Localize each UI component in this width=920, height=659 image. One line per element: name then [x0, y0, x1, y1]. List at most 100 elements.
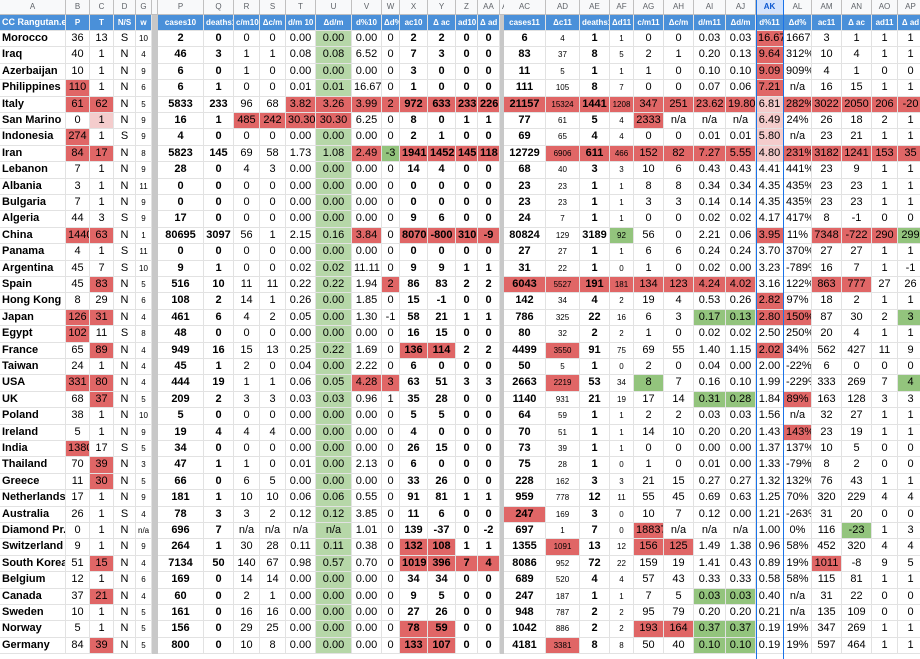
field-header-28[interactable]: Δd%: [784, 15, 812, 31]
cell-r29-c27[interactable]: 1.21: [756, 506, 784, 523]
cell-r9-c24[interactable]: 8: [664, 178, 694, 195]
cell-r37-c6[interactable]: 800: [158, 637, 204, 655]
cell-r25-c24[interactable]: 0: [664, 441, 694, 458]
cell-r30-c18[interactable]: [500, 523, 504, 540]
cell-r9-c26[interactable]: 0.34: [726, 178, 756, 195]
cell-r0-c21[interactable]: 1: [580, 31, 610, 48]
cell-r27-c16[interactable]: 0: [456, 473, 478, 491]
cell-r34-c18[interactable]: [500, 588, 504, 605]
cell-r7-c12[interactable]: 2.49: [352, 145, 382, 163]
cell-r5-c3[interactable]: N: [114, 113, 136, 130]
country-cell[interactable]: UK: [0, 391, 66, 409]
cell-r31-c5[interactable]: [152, 539, 158, 556]
cell-r25-c2[interactable]: 17: [90, 441, 114, 458]
cell-r20-c28[interactable]: -22%: [784, 359, 812, 376]
cell-r36-c14[interactable]: 78: [400, 621, 428, 638]
cell-r4-c31[interactable]: 206: [872, 96, 898, 113]
cell-r15-c19[interactable]: 6043: [504, 277, 546, 294]
country-cell[interactable]: Greece: [0, 473, 66, 491]
cell-r12-c13[interactable]: 0: [382, 227, 400, 245]
cell-r30-c12[interactable]: 1.01: [352, 523, 382, 540]
cell-r14-c9[interactable]: 0: [260, 260, 286, 277]
cell-r25-c32[interactable]: 0: [898, 441, 920, 458]
cell-r36-c22[interactable]: 2: [610, 621, 634, 638]
cell-r12-c16[interactable]: 310: [456, 227, 478, 245]
cell-r3-c18[interactable]: [500, 80, 504, 97]
cell-r26-c1[interactable]: 70: [66, 457, 90, 474]
cell-r25-c27[interactable]: 1.37: [756, 441, 784, 458]
cell-r12-c10[interactable]: 2.15: [286, 227, 316, 245]
cell-r27-c1[interactable]: 11: [66, 473, 90, 491]
cell-r19-c19[interactable]: 4499: [504, 342, 546, 359]
cell-r2-c13[interactable]: 0: [382, 63, 400, 81]
cell-r36-c13[interactable]: 0: [382, 621, 400, 638]
cell-r10-c4[interactable]: 9: [136, 195, 152, 212]
cell-r31-c25[interactable]: 1.49: [694, 539, 726, 556]
cell-r30-c3[interactable]: N: [114, 523, 136, 540]
column-header-U[interactable]: U: [316, 0, 352, 15]
cell-r24-c29[interactable]: 23: [812, 424, 842, 441]
cell-r31-c23[interactable]: 156: [634, 539, 664, 556]
cell-r30-c13[interactable]: 0: [382, 523, 400, 540]
cell-r17-c6[interactable]: 461: [158, 309, 204, 327]
cell-r35-c4[interactable]: 5: [136, 605, 152, 622]
cell-r33-c29[interactable]: 115: [812, 572, 842, 589]
cell-r2-c29[interactable]: 4: [812, 63, 842, 81]
column-header-AE[interactable]: AE: [580, 0, 610, 15]
cell-r5-c29[interactable]: 26: [812, 113, 842, 130]
cell-r37-c31[interactable]: 1: [872, 637, 898, 655]
cell-r33-c15[interactable]: 34: [428, 572, 456, 589]
cell-r15-c23[interactable]: 134: [634, 277, 664, 294]
cell-r5-c28[interactable]: 24%: [784, 113, 812, 130]
cell-r1-c20[interactable]: 37: [546, 47, 580, 64]
field-header-2[interactable]: T: [90, 15, 114, 31]
cell-r14-c13[interactable]: 0: [382, 260, 400, 277]
cell-r23-c24[interactable]: 2: [664, 408, 694, 425]
cell-r37-c22[interactable]: 8: [610, 637, 634, 655]
cell-r18-c9[interactable]: 0: [260, 326, 286, 343]
cell-r29-c14[interactable]: 11: [400, 506, 428, 523]
cell-r11-c22[interactable]: 1: [610, 211, 634, 228]
cell-r5-c31[interactable]: 2: [872, 113, 898, 130]
cell-r19-c14[interactable]: 136: [400, 342, 428, 359]
cell-r18-c32[interactable]: 1: [898, 326, 920, 343]
cell-r11-c26[interactable]: 0.02: [726, 211, 756, 228]
cell-r1-c3[interactable]: N: [114, 47, 136, 64]
cell-r13-c18[interactable]: [500, 244, 504, 261]
cell-r13-c5[interactable]: [152, 244, 158, 261]
cell-r28-c17[interactable]: 1: [478, 490, 500, 507]
cell-r30-c23[interactable]: 188378: [634, 523, 664, 540]
cell-r2-c4[interactable]: 9: [136, 63, 152, 81]
cell-r0-c23[interactable]: 0: [634, 31, 664, 48]
cell-r13-c15[interactable]: 0: [428, 244, 456, 261]
cell-r5-c11[interactable]: 30.30: [316, 113, 352, 130]
cell-r13-c28[interactable]: 370%: [784, 244, 812, 261]
cell-r10-c15[interactable]: 0: [428, 195, 456, 212]
cell-r12-c21[interactable]: 3189: [580, 227, 610, 245]
cell-r25-c1[interactable]: 1380: [66, 441, 90, 458]
cell-r20-c32[interactable]: 0: [898, 359, 920, 376]
cell-r11-c21[interactable]: 1: [580, 211, 610, 228]
cell-r17-c8[interactable]: 4: [234, 309, 260, 327]
cell-r21-c22[interactable]: 34: [610, 375, 634, 392]
cell-r36-c20[interactable]: 886: [546, 621, 580, 638]
cell-r8-c15[interactable]: 4: [428, 162, 456, 179]
cell-r32-c10[interactable]: 0.98: [286, 555, 316, 573]
column-header-B[interactable]: B: [66, 0, 90, 15]
cell-r13-c22[interactable]: 1: [610, 244, 634, 261]
field-header-25[interactable]: d/m11: [694, 15, 726, 31]
cell-r5-c25[interactable]: n/a: [694, 113, 726, 130]
cell-r8-c3[interactable]: N: [114, 162, 136, 179]
cell-r14-c14[interactable]: 9: [400, 260, 428, 277]
cell-r4-c14[interactable]: 972: [400, 96, 428, 113]
cell-r0-c8[interactable]: 0: [234, 31, 260, 48]
field-header-12[interactable]: d%10: [352, 15, 382, 31]
cell-r13-c14[interactable]: 0: [400, 244, 428, 261]
country-cell[interactable]: San Marino: [0, 113, 66, 130]
cell-r30-c11[interactable]: n/a: [316, 523, 352, 540]
cell-r15-c2[interactable]: 83: [90, 277, 114, 294]
cell-r29-c30[interactable]: 20: [842, 506, 872, 523]
cell-r8-c4[interactable]: 9: [136, 162, 152, 179]
cell-r28-c19[interactable]: 959: [504, 490, 546, 507]
cell-r13-c17[interactable]: 0: [478, 244, 500, 261]
